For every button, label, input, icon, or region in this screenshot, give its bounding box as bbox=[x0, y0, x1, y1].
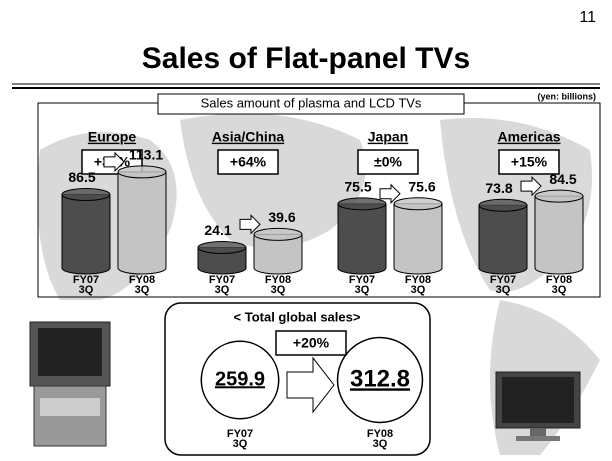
growth-rate: +64% bbox=[230, 154, 267, 170]
plasma-tv bbox=[29, 321, 111, 447]
x-tick-label: FY08 bbox=[265, 274, 291, 286]
growth-arrow bbox=[379, 183, 401, 204]
cylinder-top bbox=[253, 227, 303, 241]
cylinder-top bbox=[337, 197, 387, 211]
growth-box bbox=[275, 330, 347, 356]
value-label: 75.5 bbox=[344, 179, 371, 195]
x-tick-label: FY08 bbox=[129, 274, 155, 286]
lcd-tv bbox=[495, 371, 581, 441]
cylinder-bar bbox=[197, 247, 247, 275]
unit-label: (yen: billions) bbox=[538, 91, 597, 101]
x-tick-label: 3Q bbox=[135, 284, 150, 296]
growth-box bbox=[217, 149, 279, 175]
growth-rate: ±0% bbox=[374, 154, 402, 170]
x-tick-label: FY07 bbox=[227, 428, 253, 440]
growth-arrow bbox=[286, 356, 335, 414]
value-label: 113.1 bbox=[129, 147, 163, 163]
x-tick-label: 3Q bbox=[233, 438, 248, 450]
value-label: 39.6 bbox=[268, 209, 295, 225]
cylinder-bar bbox=[337, 203, 387, 275]
growth-arrow bbox=[520, 175, 542, 197]
region-title: Japan bbox=[368, 129, 408, 145]
value-label: 84.5 bbox=[549, 171, 576, 187]
cylinder-top bbox=[61, 187, 111, 201]
x-tick-label: FY07 bbox=[349, 274, 375, 286]
cylinder-top bbox=[393, 197, 443, 211]
region-title: Europe bbox=[88, 129, 136, 145]
x-tick-label: 3Q bbox=[355, 284, 370, 296]
cylinder-top bbox=[478, 198, 528, 212]
x-tick-label: 3Q bbox=[271, 284, 286, 296]
cylinder-top bbox=[534, 189, 584, 203]
value-label: 75.6 bbox=[408, 178, 435, 194]
value-label: 86.5 bbox=[68, 169, 95, 185]
cylinder-bar bbox=[253, 233, 303, 275]
growth-arrow bbox=[103, 151, 125, 173]
x-tick-label: FY08 bbox=[405, 274, 431, 286]
x-tick-label: 3Q bbox=[79, 284, 94, 296]
total-value: 259.9 bbox=[215, 368, 265, 390]
cylinder-top bbox=[117, 165, 167, 179]
x-tick-label: 3Q bbox=[215, 284, 230, 296]
growth-box bbox=[498, 149, 560, 175]
cylinder-bar bbox=[117, 171, 167, 275]
subtitle-box bbox=[157, 93, 465, 115]
growth-arrow bbox=[239, 214, 261, 235]
page-number: 11 bbox=[579, 9, 596, 26]
x-tick-label: 3Q bbox=[552, 284, 567, 296]
growth-rate: +15% bbox=[511, 154, 548, 170]
total-value: 312.8 bbox=[350, 365, 410, 392]
x-tick-label: FY07 bbox=[490, 274, 516, 286]
slide-title: Sales of Flat-panel TVs bbox=[142, 42, 470, 75]
total-title: < Total global sales> bbox=[234, 309, 361, 324]
x-tick-label: 3Q bbox=[411, 284, 426, 296]
cylinder-bar bbox=[534, 195, 584, 275]
cylinder-bar bbox=[478, 204, 528, 275]
value-label: 73.8 bbox=[485, 180, 512, 196]
total-circle bbox=[336, 336, 424, 424]
x-tick-label: 3Q bbox=[496, 284, 511, 296]
cylinder-bar bbox=[393, 203, 443, 275]
growth-rate: +20% bbox=[293, 335, 330, 351]
subtitle: Sales amount of plasma and LCD TVs bbox=[201, 95, 422, 110]
x-tick-label: FY07 bbox=[73, 274, 99, 286]
value-label: 24.1 bbox=[204, 222, 231, 238]
region-title: Asia/China bbox=[212, 129, 285, 145]
x-tick-label: FY07 bbox=[209, 274, 235, 286]
x-tick-label: FY08 bbox=[367, 428, 393, 440]
region-title: Americas bbox=[497, 129, 560, 145]
cylinder-bar bbox=[61, 193, 111, 275]
total-circle bbox=[200, 340, 280, 420]
cylinder-top bbox=[197, 241, 247, 255]
growth-box bbox=[357, 149, 419, 175]
x-tick-label: 3Q bbox=[373, 438, 388, 450]
x-tick-label: FY08 bbox=[546, 274, 572, 286]
